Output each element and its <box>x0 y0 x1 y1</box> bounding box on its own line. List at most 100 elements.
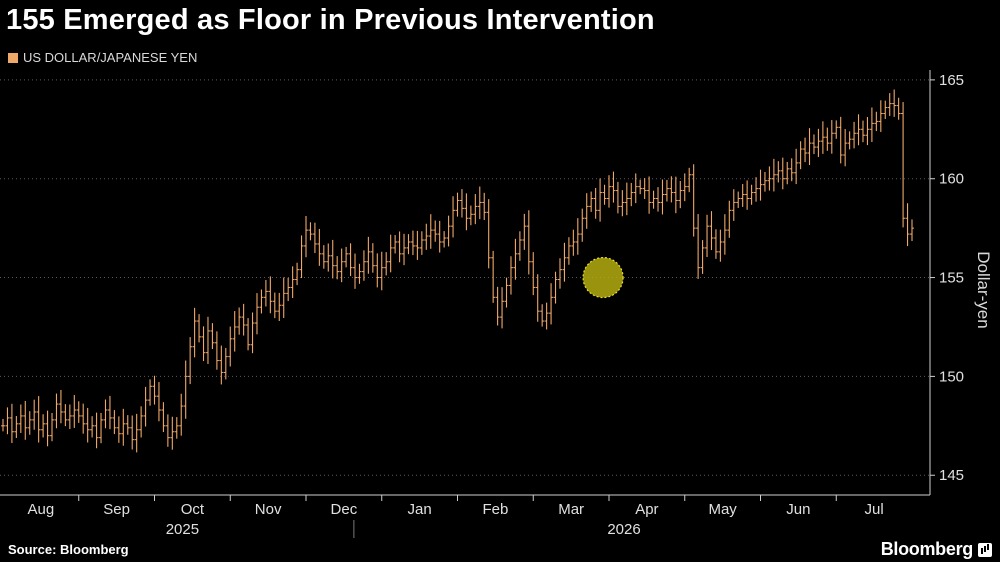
bar-50 <box>223 347 228 380</box>
bar-38 <box>170 416 175 450</box>
bar-202 <box>901 102 906 228</box>
bar-191 <box>852 121 857 149</box>
bar-180 <box>803 137 808 163</box>
bar-122 <box>544 302 549 330</box>
bar-127 <box>566 237 571 265</box>
bar-12 <box>54 393 59 429</box>
bar-99 <box>442 231 447 248</box>
bar-155 <box>691 164 696 237</box>
legend-swatch <box>8 52 18 63</box>
bar-170 <box>758 169 763 201</box>
x-axis: Aug Sep Oct Nov Dec Jan Feb Mar Apr May Jun Jul 2025… <box>0 494 930 538</box>
bar-172 <box>767 166 772 191</box>
bar-104 <box>464 193 469 231</box>
brand-logo: Bloomberg <box>881 539 992 560</box>
bar-108 <box>482 192 487 221</box>
bar-203 <box>905 203 910 247</box>
bar-117 <box>522 213 527 250</box>
bar-107 <box>477 186 482 220</box>
bar-105 <box>468 205 473 226</box>
bar-36 <box>161 402 166 433</box>
bar-192 <box>856 114 861 146</box>
bar-120 <box>535 274 540 322</box>
highlight-layer <box>582 256 624 299</box>
price-series <box>1 89 914 453</box>
bar-74 <box>330 239 335 279</box>
bar-64 <box>286 277 291 302</box>
bar-125 <box>557 258 562 289</box>
bar-46 <box>205 316 210 364</box>
bar-195 <box>869 107 874 143</box>
bar-177 <box>789 158 794 182</box>
bar-91 <box>406 234 411 255</box>
bar-110 <box>491 250 496 303</box>
y-axis-label: Dollar-yen <box>974 251 993 328</box>
bar-198 <box>883 100 888 120</box>
bar-76 <box>339 248 344 283</box>
bar-28 <box>125 415 130 435</box>
bar-23 <box>103 399 108 429</box>
bar-88 <box>393 235 398 254</box>
bar-148 <box>660 179 665 215</box>
bar-80 <box>357 263 362 284</box>
bar-75 <box>335 256 340 280</box>
bar-56 <box>250 312 255 354</box>
bar-185 <box>825 127 830 151</box>
bar-11 <box>50 412 55 442</box>
bar-4 <box>18 404 23 433</box>
bar-33 <box>148 379 153 406</box>
bar-81 <box>361 250 366 281</box>
bar-141 <box>629 182 634 207</box>
bar-3 <box>14 416 19 438</box>
bar-118 <box>526 210 531 275</box>
bar-2 <box>9 403 14 444</box>
bar-9 <box>41 414 46 438</box>
bar-68 <box>304 216 308 258</box>
bar-54 <box>241 303 246 336</box>
bar-165 <box>736 191 741 208</box>
bar-93 <box>415 230 420 260</box>
x-tick-label-apr: Apr <box>635 501 658 518</box>
bar-29 <box>130 415 135 450</box>
y-tick-label-155: 155 <box>939 270 964 287</box>
bar-1 <box>5 407 10 435</box>
bar-72 <box>321 245 326 269</box>
bar-44 <box>197 314 202 343</box>
bar-30 <box>134 413 139 453</box>
bar-174 <box>776 161 781 183</box>
x-tick-label-oct: Oct <box>181 501 205 518</box>
bar-175 <box>780 157 785 190</box>
bar-51 <box>228 326 233 367</box>
bar-112 <box>500 287 505 329</box>
bar-86 <box>384 252 389 276</box>
bar-188 <box>838 116 843 164</box>
x-tick-label-sep: Sep <box>103 501 130 518</box>
bar-57 <box>254 293 259 335</box>
bar-133 <box>593 187 598 219</box>
bar-200 <box>892 89 897 117</box>
bar-15 <box>67 404 72 430</box>
bar-169 <box>754 177 759 202</box>
bar-31 <box>139 406 144 438</box>
y-tick-label-145: 145 <box>939 467 964 484</box>
bar-8 <box>36 396 41 443</box>
bar-147 <box>656 187 661 212</box>
bar-42 <box>188 337 193 385</box>
bar-194 <box>865 116 870 146</box>
bar-85 <box>379 251 384 291</box>
bar-124 <box>553 271 558 304</box>
bar-45 <box>201 326 206 362</box>
bar-98 <box>437 220 442 253</box>
bar-119 <box>531 252 536 296</box>
bar-84 <box>375 253 380 288</box>
bar-77 <box>344 246 349 268</box>
bar-139 <box>620 190 625 217</box>
y-axis: 145 150 155 160 165 <box>929 70 964 495</box>
bar-24 <box>107 395 112 430</box>
bar-113 <box>504 277 509 308</box>
bar-96 <box>428 214 433 249</box>
x-tick-label-jun: Jun <box>786 501 810 518</box>
bar-149 <box>664 179 669 202</box>
gridlines <box>0 79 930 476</box>
x-tick-label-nov: Nov <box>255 501 282 518</box>
